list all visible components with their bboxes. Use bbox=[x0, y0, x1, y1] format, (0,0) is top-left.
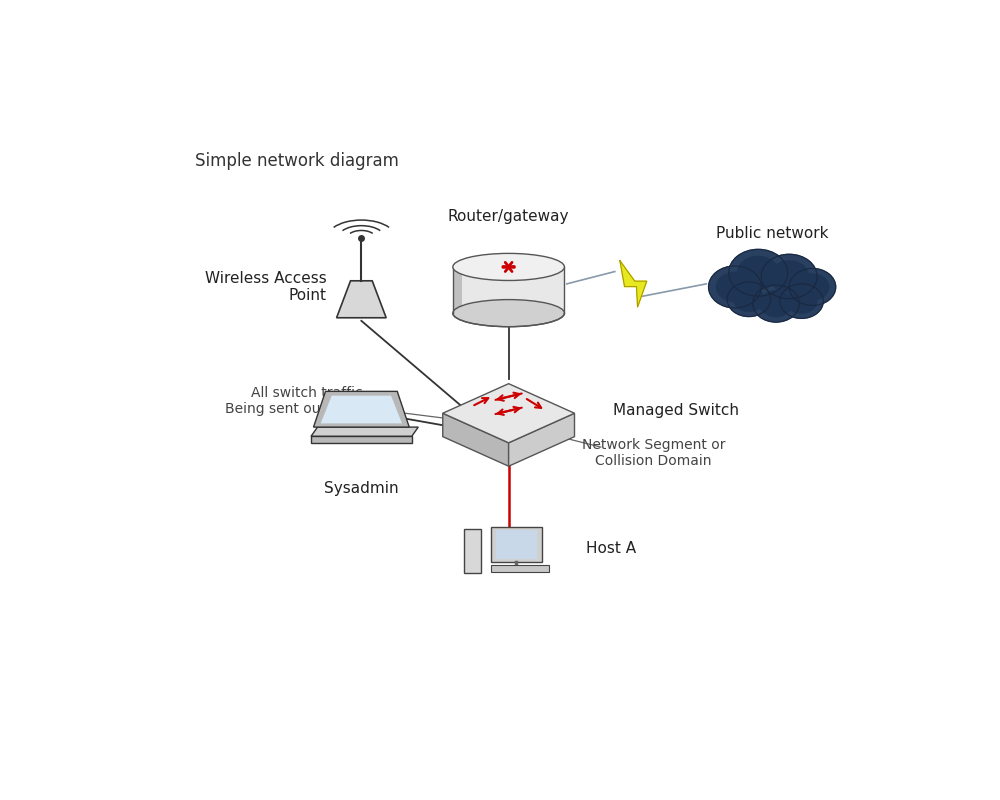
Circle shape bbox=[727, 282, 771, 317]
Text: Managed Switch: Managed Switch bbox=[613, 402, 739, 418]
Bar bbox=[453, 267, 564, 313]
Polygon shape bbox=[620, 261, 647, 307]
Polygon shape bbox=[321, 396, 402, 423]
Circle shape bbox=[796, 274, 829, 300]
Text: Simple network diagram: Simple network diagram bbox=[195, 152, 399, 170]
Text: Network Segment or
Collision Domain: Network Segment or Collision Domain bbox=[582, 438, 725, 468]
Polygon shape bbox=[453, 267, 462, 313]
Polygon shape bbox=[496, 530, 537, 558]
Circle shape bbox=[716, 272, 753, 302]
Polygon shape bbox=[443, 384, 574, 443]
Polygon shape bbox=[509, 414, 574, 466]
Text: Public network: Public network bbox=[716, 226, 828, 241]
Circle shape bbox=[786, 289, 817, 314]
Circle shape bbox=[770, 261, 809, 292]
Polygon shape bbox=[491, 526, 542, 562]
Circle shape bbox=[709, 266, 761, 308]
Circle shape bbox=[734, 287, 764, 311]
Polygon shape bbox=[337, 281, 386, 318]
Polygon shape bbox=[464, 529, 481, 574]
Text: Host A: Host A bbox=[586, 542, 636, 556]
Circle shape bbox=[789, 269, 836, 306]
Polygon shape bbox=[311, 436, 412, 442]
Text: Sysadmin: Sysadmin bbox=[324, 481, 399, 496]
Ellipse shape bbox=[453, 254, 564, 281]
Ellipse shape bbox=[453, 299, 564, 326]
Polygon shape bbox=[314, 391, 409, 427]
Text: Wireless Access
Point: Wireless Access Point bbox=[205, 270, 326, 303]
Circle shape bbox=[753, 285, 799, 322]
Text: All switch traffic
Being sent out this port: All switch traffic Being sent out this p… bbox=[225, 386, 389, 416]
Circle shape bbox=[738, 257, 779, 289]
Circle shape bbox=[760, 290, 792, 317]
Circle shape bbox=[780, 284, 823, 318]
Polygon shape bbox=[311, 427, 418, 436]
Text: Router/gateway: Router/gateway bbox=[448, 209, 569, 223]
Circle shape bbox=[761, 254, 817, 298]
Polygon shape bbox=[443, 414, 509, 466]
Polygon shape bbox=[491, 565, 549, 572]
Circle shape bbox=[729, 250, 788, 296]
